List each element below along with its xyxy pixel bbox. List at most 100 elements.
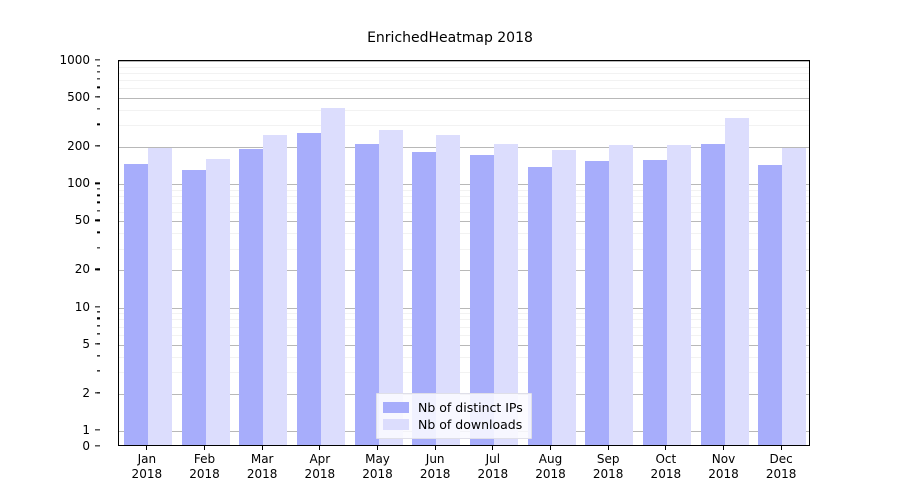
bar-distinct-ips-apr xyxy=(296,133,321,445)
gridline-major xyxy=(119,307,809,309)
y-tick-mark-minor xyxy=(97,194,100,196)
gridline-major xyxy=(119,184,809,186)
x-tick-label-year: 2018 xyxy=(189,467,220,481)
bar-distinct-ips-may xyxy=(354,143,379,445)
gridline-minor xyxy=(119,196,809,198)
y-tick-label: 5 xyxy=(82,336,90,351)
x-tick-label-month: Jan xyxy=(137,452,157,466)
x-tick-label-mar: Mar 2018 xyxy=(247,452,278,482)
x-tick-label-year: 2018 xyxy=(362,467,393,481)
gridline-major xyxy=(119,270,809,272)
x-tick-mark xyxy=(492,446,494,450)
x-tick-label-month: Nov xyxy=(711,452,736,466)
y-tick-mark-minor xyxy=(97,64,100,67)
gridline-minor xyxy=(119,319,809,321)
y-tick-mark-minor xyxy=(97,201,100,204)
x-tick-label-month: Sep xyxy=(596,452,620,466)
y-tick-mark-minor xyxy=(97,392,100,394)
y-tick-mark-minor xyxy=(97,188,100,190)
x-tick-mark xyxy=(780,446,782,450)
gridline-minor xyxy=(119,125,809,127)
y-tick-mark-minor xyxy=(97,311,100,313)
y-tick-label: 200 xyxy=(67,139,90,154)
y-tick-mark-minor xyxy=(97,145,100,147)
gridline-minor xyxy=(119,313,809,315)
gridline-minor xyxy=(119,371,809,373)
bar-downloads-oct xyxy=(666,145,691,445)
y-tick-label: 10 xyxy=(74,299,90,314)
x-tick-label-month: Apr xyxy=(309,452,331,466)
y-tick-label: 0 xyxy=(82,439,90,453)
x-tick-mark xyxy=(549,446,552,450)
y-tick-mark-minor xyxy=(97,342,100,345)
y-tick-mark-minor xyxy=(97,268,100,271)
gridline-minor xyxy=(119,203,809,205)
x-tick-label-feb: Feb 2018 xyxy=(189,452,220,482)
gridline-minor xyxy=(119,110,809,112)
bar-downloads-sep xyxy=(609,145,634,445)
gridline-minor xyxy=(119,326,809,328)
x-tick-label-year: 2018 xyxy=(650,467,682,481)
bar-distinct-ips-dec xyxy=(758,165,783,445)
x-tick-label-sep: Sep 2018 xyxy=(593,452,624,482)
y-tick-mark-minor xyxy=(97,209,100,212)
x-tick-label-year: 2018 xyxy=(592,467,624,481)
y-tick-label: 1000 xyxy=(59,53,90,67)
bar-downloads-may xyxy=(378,130,403,445)
y-tick-mark xyxy=(95,429,100,431)
y-tick-mark-minor xyxy=(97,78,100,80)
gridline-minor xyxy=(119,211,809,213)
gridline-minor xyxy=(119,233,809,235)
gridline-minor xyxy=(119,72,809,74)
gridline-minor xyxy=(119,248,809,250)
gridline-minor xyxy=(119,66,809,68)
x-tick-mark xyxy=(722,446,725,450)
y-tick-label: 500 xyxy=(67,90,90,105)
legend-item-downloads: Nb of downloads xyxy=(383,416,523,433)
y-tick-mark-minor xyxy=(97,354,100,357)
x-tick-label-month: Jun xyxy=(425,452,445,466)
x-tick-label-jun: Jun 2018 xyxy=(420,452,451,482)
gridline-minor xyxy=(119,88,809,90)
bar-downloads-apr xyxy=(320,108,345,445)
y-tick-mark-minor xyxy=(97,333,100,335)
y-tick-label: 50 xyxy=(74,213,90,228)
bar-downloads-nov xyxy=(724,118,749,445)
bar-downloads-feb xyxy=(205,158,230,445)
y-tick-mark-minor xyxy=(97,108,100,110)
legend-label-distinct-ips: Nb of distinct IPs xyxy=(418,400,523,415)
chart-title: EnrichedHeatmap 2018 xyxy=(367,30,533,46)
bar-downloads-jan xyxy=(147,147,172,445)
y-tick-mark-minor xyxy=(97,247,100,249)
x-tick-label-aug: Aug 2018 xyxy=(535,452,566,482)
bar-downloads-mar xyxy=(263,135,288,445)
bar-downloads-aug xyxy=(551,150,576,445)
y-tick-mark-minor xyxy=(97,370,100,372)
bar-distinct-ips-feb xyxy=(181,170,206,445)
legend-label-downloads: Nb of downloads xyxy=(418,417,523,432)
x-tick-label-year: 2018 xyxy=(246,467,278,481)
y-tick-mark-minor xyxy=(97,324,100,327)
x-tick-label-apr: Apr 2018 xyxy=(305,452,336,482)
x-axis: Jan 2018 Feb 2018 Mar 2018 Apr 2018 May 2018 Jun 20… xyxy=(118,446,810,500)
x-tick-mark xyxy=(665,446,667,450)
x-tick-label-year: 2018 xyxy=(477,467,509,481)
bar-distinct-ips-oct xyxy=(642,159,667,445)
y-tick-label: 100 xyxy=(67,176,90,191)
bar-distinct-ips-sep xyxy=(585,161,610,445)
y-tick-mark-minor xyxy=(97,231,100,233)
x-tick-label-oct: Oct 2018 xyxy=(651,452,682,482)
bar-downloads-dec xyxy=(782,148,807,445)
chart-legend: Nb of distinct IPs Nb of downloads xyxy=(376,393,532,439)
y-axis: 0 1 2 5 10 20 50 100 200 500 1000 xyxy=(0,53,118,453)
bar-distinct-ips-mar xyxy=(239,149,264,445)
x-tick-mark xyxy=(261,446,263,450)
x-tick-label-may: May 2018 xyxy=(362,452,393,482)
gridline-minor xyxy=(119,356,809,358)
x-tick-mark xyxy=(146,446,148,450)
x-tick-label-jan: Jan 2018 xyxy=(132,452,163,482)
x-tick-label-month: Oct xyxy=(655,452,677,466)
gridline-major xyxy=(119,147,809,149)
legend-item-distinct-ips: Nb of distinct IPs xyxy=(383,399,523,416)
